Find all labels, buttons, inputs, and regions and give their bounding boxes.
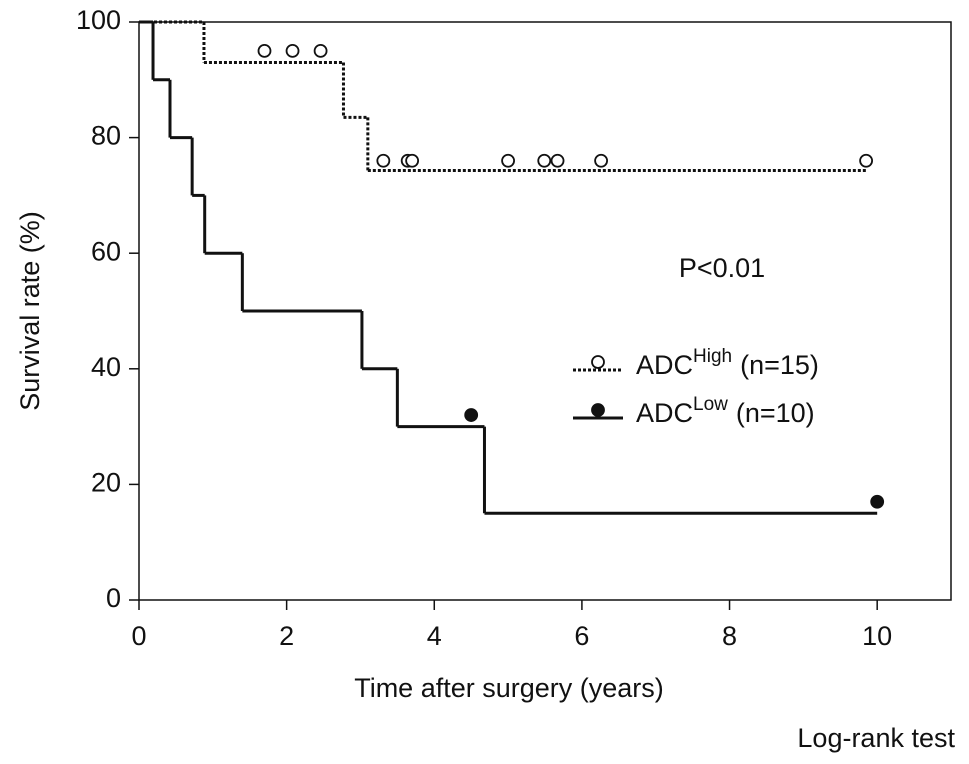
y-tick-label: 0 <box>106 583 121 613</box>
y-tick-label: 20 <box>91 468 121 498</box>
legend-sup: High <box>693 346 732 367</box>
legend-name: ADC <box>636 350 693 380</box>
censor-mark <box>537 153 552 168</box>
censor-mark <box>257 44 272 58</box>
y-tick-label: 60 <box>91 236 121 266</box>
legend-suffix: (n=15) <box>740 350 819 380</box>
y-tick-label: 100 <box>76 5 121 35</box>
legend-sup: Low <box>693 394 728 415</box>
x-tick-label: 8 <box>722 621 737 651</box>
legend-suffix: (n=10) <box>736 398 815 428</box>
censor-mark <box>285 44 300 58</box>
legend-label: ADCLow (n=10) <box>636 394 815 428</box>
censor-mark <box>859 153 874 168</box>
censor-mark <box>550 153 565 168</box>
censor-mark <box>313 44 328 58</box>
legend-name: ADC <box>636 398 693 428</box>
test-note: Log-rank test <box>797 723 955 753</box>
censor-mark <box>464 408 479 422</box>
censor-mark <box>870 494 885 509</box>
y-axis-title: Survival rate (%) <box>15 211 45 411</box>
y-tick-label: 40 <box>91 352 121 382</box>
x-tick-label: 2 <box>279 621 294 651</box>
censor-mark <box>501 153 515 168</box>
censor-mark <box>376 153 391 168</box>
legend-marker <box>591 403 605 417</box>
x-tick-label: 10 <box>862 621 892 651</box>
legend-label: ADCHigh (n=15) <box>636 346 819 380</box>
censor-mark <box>594 153 609 168</box>
censor-mark <box>405 153 420 168</box>
x-tick-label: 4 <box>427 621 442 651</box>
legend-marker <box>591 355 605 369</box>
y-tick-label: 80 <box>91 121 121 151</box>
p-value: P<0.01 <box>679 253 765 283</box>
plot-frame <box>138 21 952 601</box>
x-tick-label: 6 <box>574 621 589 651</box>
x-axis-title: Time after surgery (years) <box>354 673 664 703</box>
x-tick-label: 0 <box>131 621 146 651</box>
